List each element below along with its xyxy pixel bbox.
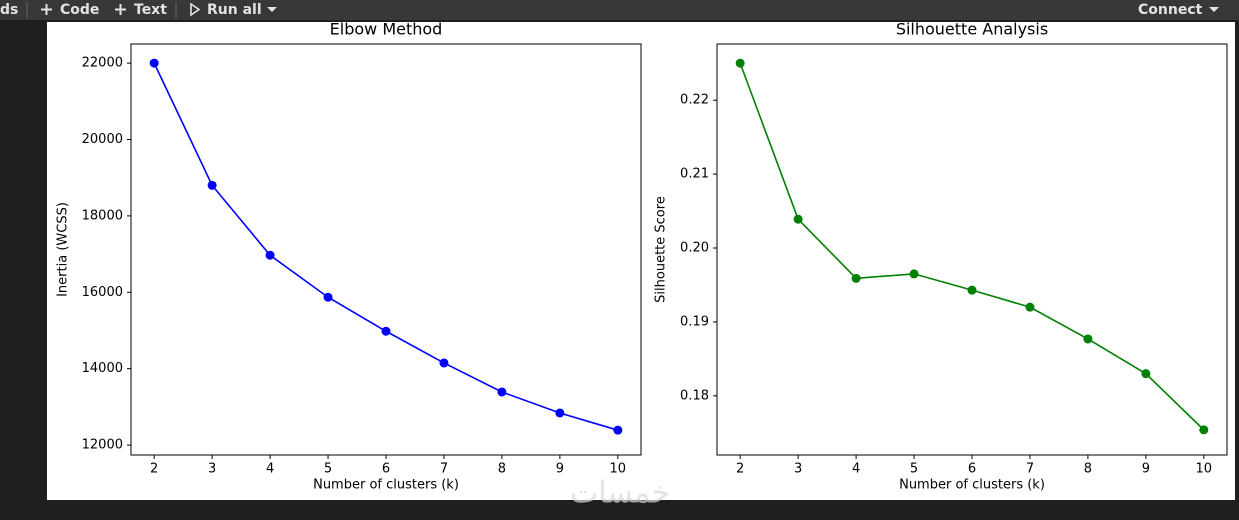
x-axis-label: Number of clusters (k) xyxy=(313,478,459,493)
x-tick-label: 3 xyxy=(794,462,802,477)
plus-icon xyxy=(115,4,126,15)
play-icon xyxy=(190,2,201,17)
data-point xyxy=(323,292,333,302)
y-axis-label: Silhouette Score xyxy=(654,196,669,303)
data-point xyxy=(967,285,977,295)
button-label[interactable]: Run all xyxy=(207,2,262,18)
button-label[interactable]: Text xyxy=(134,2,167,18)
plus-icon xyxy=(41,4,52,15)
data-point xyxy=(851,273,861,283)
x-tick-label: 4 xyxy=(266,462,274,477)
plot-frame xyxy=(716,43,1228,456)
y-tick-label: 0.20 xyxy=(680,241,709,256)
chart-title: Elbow Method xyxy=(330,20,443,39)
button-label[interactable]: Code xyxy=(60,2,99,18)
y-tick-label: 16000 xyxy=(82,285,123,300)
x-tick-label: 10 xyxy=(610,462,627,477)
add-text-button[interactable]: Text xyxy=(115,2,167,18)
x-tick-label: 7 xyxy=(440,462,448,477)
x-tick-label: 10 xyxy=(1196,462,1213,477)
data-point xyxy=(265,250,275,260)
y-tick-label: 0.18 xyxy=(680,388,709,403)
dropdown-icon[interactable] xyxy=(267,7,277,12)
data-point xyxy=(149,58,159,68)
add-code-button[interactable]: Code xyxy=(41,2,99,18)
y-tick-label: 0.22 xyxy=(680,93,709,108)
run-all-button[interactable]: Run all xyxy=(190,2,277,18)
data-point xyxy=(555,408,565,418)
chart-title: Silhouette Analysis xyxy=(896,20,1048,39)
data-point xyxy=(735,58,745,68)
x-tick-label: 4 xyxy=(852,462,860,477)
dropdown-icon[interactable] xyxy=(1209,7,1219,12)
x-tick-label: 8 xyxy=(1084,462,1092,477)
connect-button[interactable]: Connect xyxy=(1138,2,1219,18)
x-tick-label: 6 xyxy=(382,462,390,477)
x-tick-label: 5 xyxy=(324,462,332,477)
y-tick-label: 0.19 xyxy=(680,314,709,329)
data-point xyxy=(497,387,507,397)
y-tick-label: 20000 xyxy=(82,132,123,147)
data-point xyxy=(1083,334,1093,344)
data-point xyxy=(381,326,391,336)
x-axis-label: Number of clusters (k) xyxy=(899,478,1045,493)
x-tick-label: 2 xyxy=(736,462,744,477)
toolbar xyxy=(0,0,1239,20)
button-label[interactable]: Connect xyxy=(1138,2,1203,18)
x-tick-label: 7 xyxy=(1026,462,1034,477)
y-tick-label: 0.21 xyxy=(680,167,709,182)
y-tick-label: 18000 xyxy=(82,208,123,223)
y-tick-label: 22000 xyxy=(82,56,123,71)
x-tick-label: 8 xyxy=(498,462,506,477)
y-tick-label: 12000 xyxy=(82,438,123,453)
y-axis-label: Inertia (WCSS) xyxy=(56,202,71,297)
charts: Elbow Method Number of clusters (k) Inerti… xyxy=(56,20,1228,493)
x-tick-label: 6 xyxy=(968,462,976,477)
data-point xyxy=(909,269,919,279)
data-point xyxy=(1025,302,1035,312)
data-point xyxy=(207,180,217,190)
watermark: خمسات xyxy=(570,476,670,511)
data-point xyxy=(613,425,623,435)
x-tick-label: 9 xyxy=(1142,462,1150,477)
data-point xyxy=(1199,425,1209,435)
data-point xyxy=(1141,369,1151,379)
x-tick-label: 3 xyxy=(208,462,216,477)
data-point xyxy=(439,358,449,368)
x-tick-label: 9 xyxy=(556,462,564,477)
x-tick-label: 2 xyxy=(150,462,158,477)
y-tick-label: 14000 xyxy=(82,361,123,376)
x-tick-label: 5 xyxy=(910,462,918,477)
plot-frame xyxy=(130,43,642,456)
data-point xyxy=(793,214,803,224)
toolbar-text: ds xyxy=(0,2,18,18)
